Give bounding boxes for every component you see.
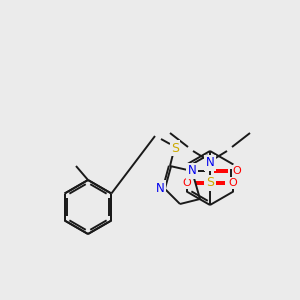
- Text: O: O: [229, 178, 237, 188]
- Text: S: S: [171, 142, 179, 154]
- Text: N: N: [188, 164, 196, 178]
- Text: N: N: [156, 182, 164, 194]
- Text: N: N: [206, 157, 214, 169]
- Text: S: S: [206, 176, 214, 190]
- Text: O: O: [232, 166, 242, 176]
- Text: O: O: [183, 178, 191, 188]
